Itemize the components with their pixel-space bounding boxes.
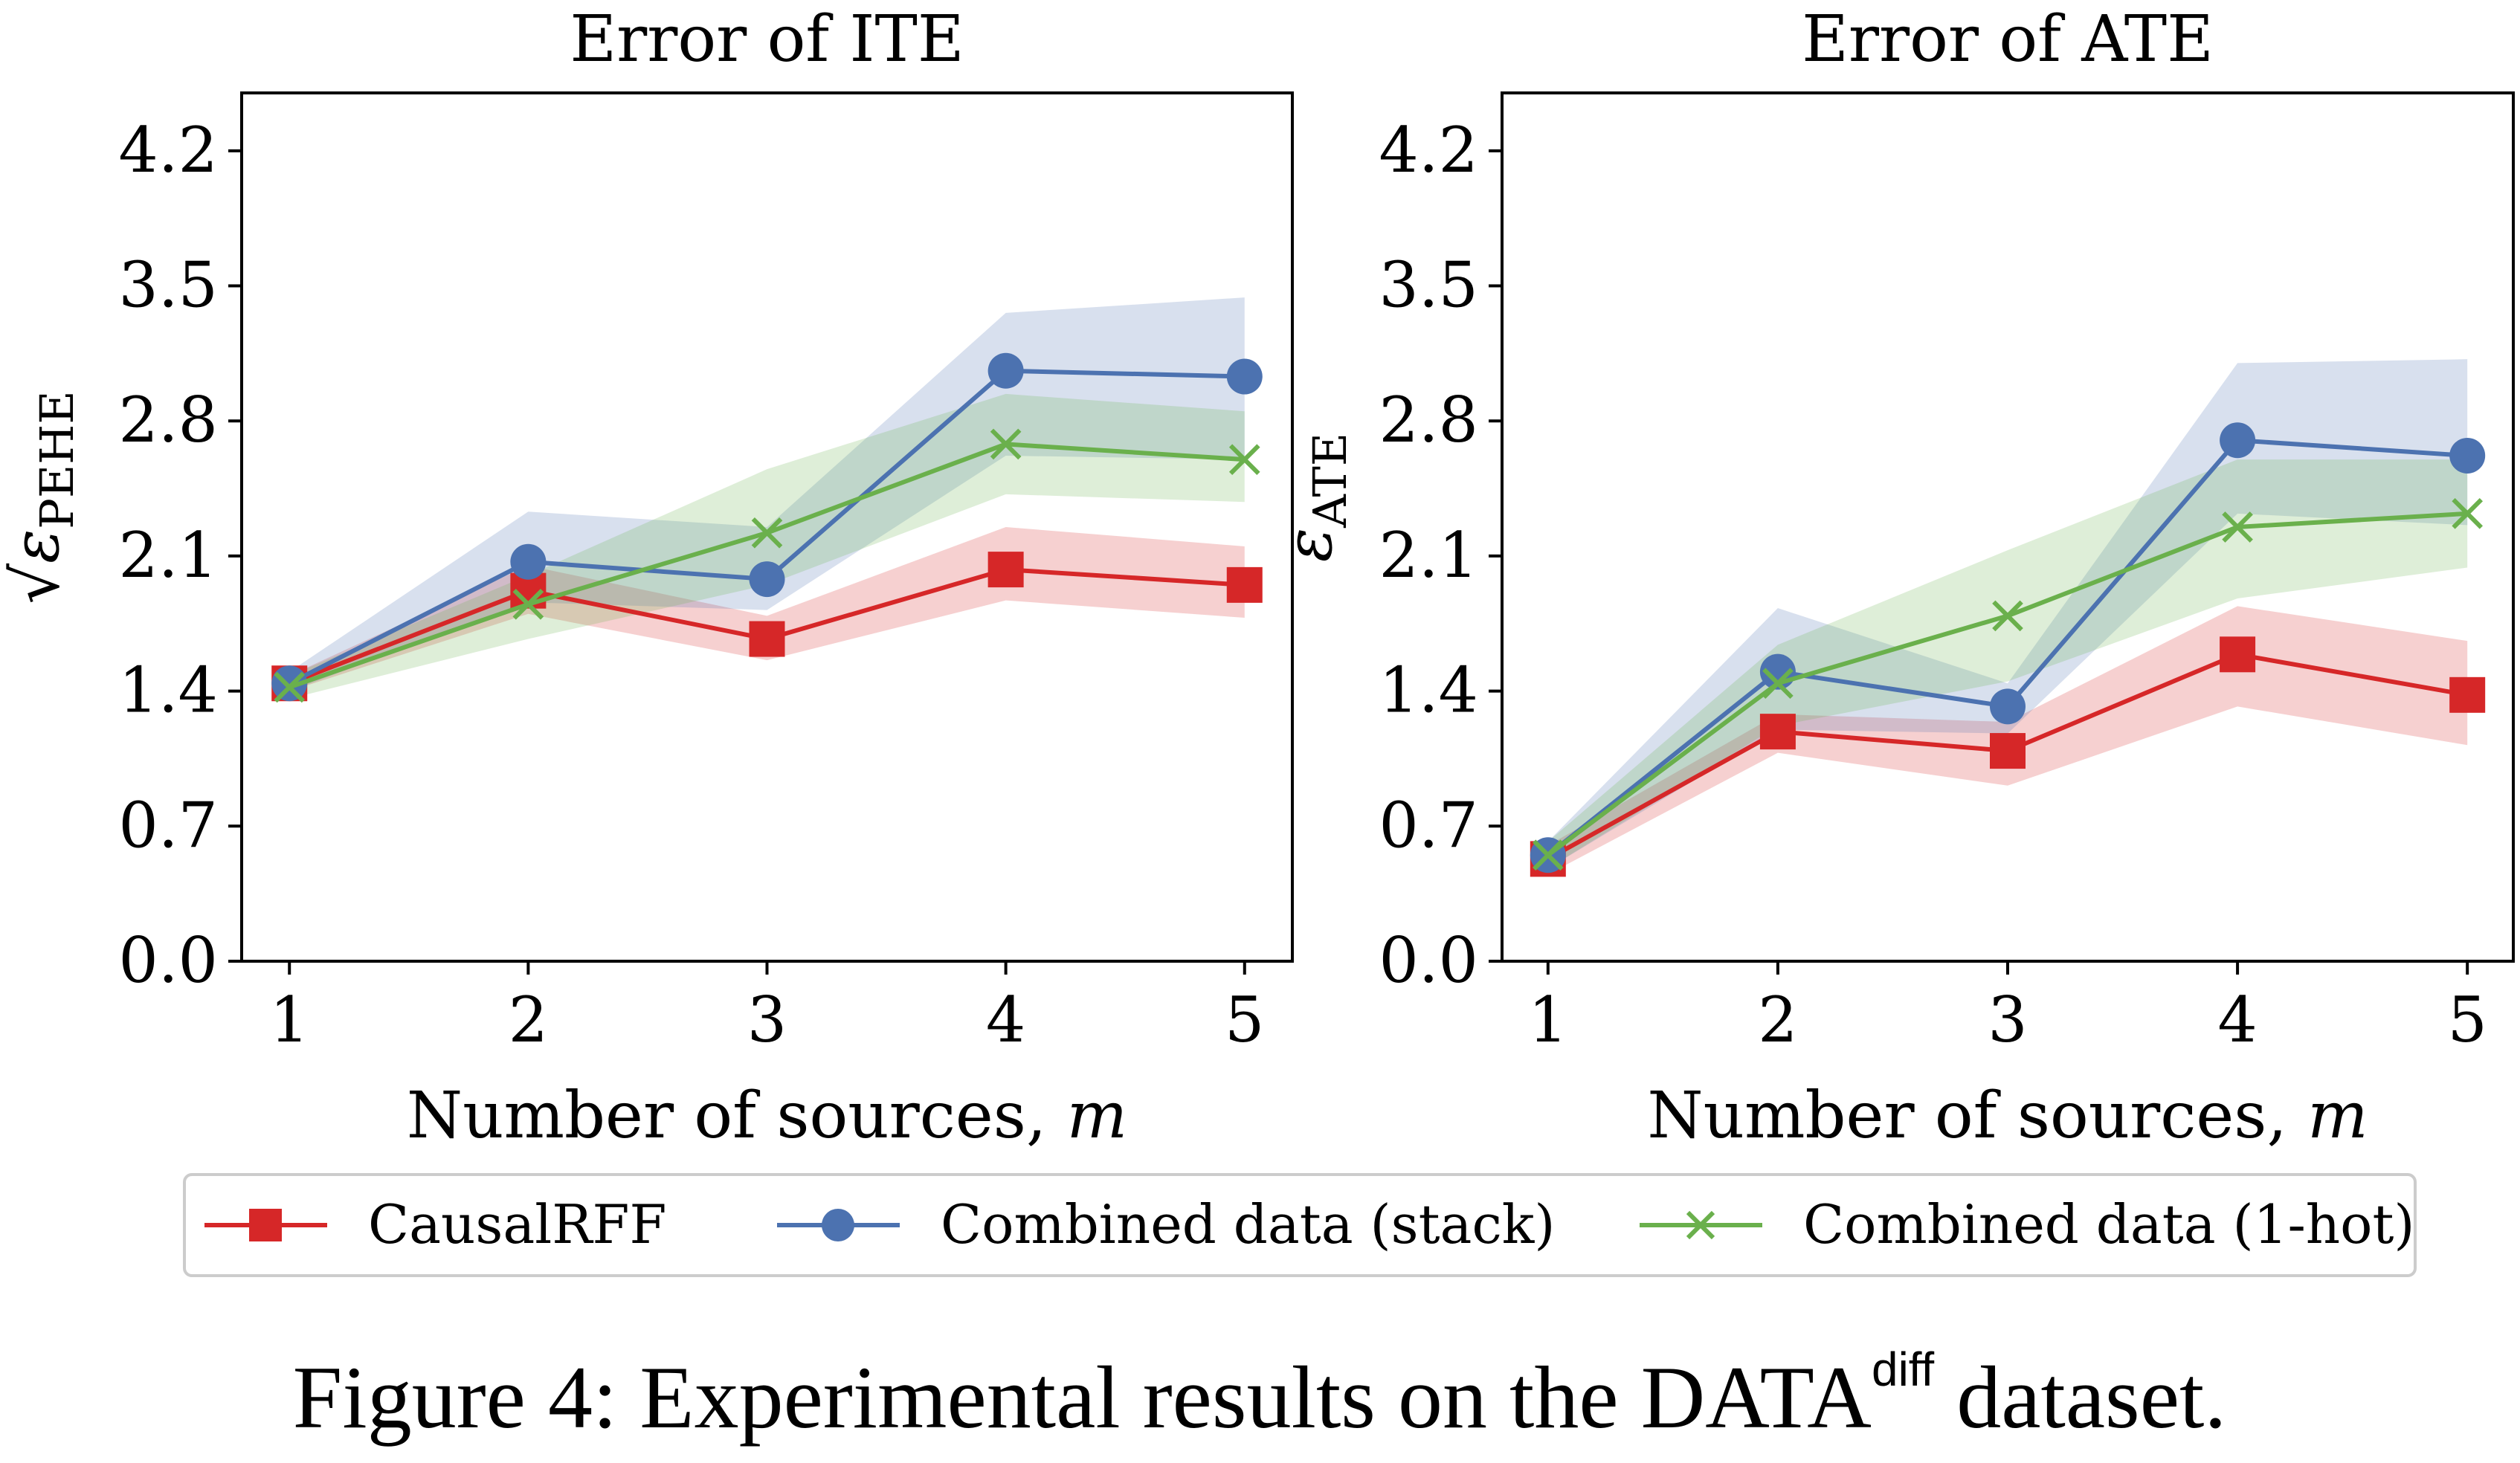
plot-2: 0.0 0.7 1.4 2.1 2.8 3.5 4.2 1 2 3 4 5 Error of ATE Nu… bbox=[1272, 2, 2515, 1153]
y-tick-label: 3.5 bbox=[1379, 249, 1478, 322]
chart-title: Error of ATE bbox=[1802, 2, 2214, 77]
legend-item-3: Combined data (1-hot) bbox=[1640, 1193, 2415, 1256]
data-point-s2-1 bbox=[271, 665, 308, 702]
data-point-s1-5 bbox=[2449, 676, 2486, 713]
data-point-s1-5 bbox=[1226, 566, 1263, 603]
legend-marker-x bbox=[1686, 1210, 1715, 1240]
y-tick-label: 2.1 bbox=[118, 519, 218, 592]
data-point-s1-4 bbox=[987, 552, 1024, 588]
data-point-s1-3 bbox=[749, 621, 785, 657]
y-tick-label: 0.7 bbox=[1379, 789, 1478, 862]
caption-superscript: diff bbox=[1872, 1343, 1934, 1396]
data-point-s2-5 bbox=[2449, 437, 2486, 474]
confidence-band-2 bbox=[1547, 359, 2468, 869]
x-tick-label: 1 bbox=[270, 984, 309, 1056]
x-tick-label: 3 bbox=[747, 984, 787, 1056]
chart-title: Error of ITE bbox=[570, 2, 964, 77]
legend-marker-circle bbox=[822, 1209, 854, 1241]
x-axis-label: Number of sources, m bbox=[407, 1079, 1127, 1153]
data-point-s1-3 bbox=[1990, 733, 2026, 769]
plots-group: 0.0 0.7 1.4 2.1 2.8 3.5 4.2 1 2 3 4 5 Error of ITE Nu… bbox=[0, 2, 2515, 1153]
y-tick-label: 0.7 bbox=[118, 789, 218, 862]
data-point-s3-5 bbox=[2452, 498, 2484, 529]
data-point-s3-4 bbox=[990, 428, 1022, 460]
data-point-s3-1 bbox=[1532, 839, 1564, 871]
y-tick-label: 1.4 bbox=[1379, 654, 1478, 727]
y-tick-label: 0.0 bbox=[1379, 924, 1478, 997]
caption-tail: dataset. bbox=[1934, 1348, 2226, 1447]
x-tick-label: 4 bbox=[2217, 984, 2257, 1056]
confidence-band-3 bbox=[1547, 459, 2468, 869]
x-tick-label: 4 bbox=[986, 984, 1025, 1056]
data-point-s2-3 bbox=[749, 561, 785, 598]
y-tick-label: 4.2 bbox=[118, 114, 218, 187]
y-tick-label: 4.2 bbox=[1379, 114, 1478, 187]
x-tick-label: 2 bbox=[1758, 984, 1797, 1056]
legend-items: CausalRFF Combined data (stack) Combined d… bbox=[204, 1193, 2415, 1256]
y-axis-label: √εPEHE bbox=[0, 390, 84, 604]
legend-item-2: Combined data (stack) bbox=[777, 1193, 1556, 1256]
x-tick-label: 3 bbox=[1988, 984, 2027, 1056]
x-axis-label: Number of sources, m bbox=[1647, 1079, 2368, 1153]
x-tick-label: 5 bbox=[1225, 984, 1264, 1056]
data-point-s3-5 bbox=[1228, 444, 1260, 475]
data-point-s1-2 bbox=[1759, 714, 1796, 750]
figure-caption: Figure 4: Experimental results on the DA… bbox=[293, 1343, 2227, 1447]
data-point-s3-3 bbox=[1992, 600, 2023, 632]
data-point-s3-2 bbox=[512, 589, 544, 620]
legend-label: Combined data (1-hot) bbox=[1803, 1193, 2415, 1256]
data-point-s2-3 bbox=[1990, 688, 2026, 725]
legend-marker-square bbox=[249, 1209, 282, 1241]
y-tick-label: 2.8 bbox=[118, 384, 218, 456]
x-tick-label: 2 bbox=[509, 984, 548, 1056]
data-point-s2-4 bbox=[987, 352, 1024, 389]
legend-label: CausalRFF bbox=[368, 1193, 666, 1256]
y-tick-label: 1.4 bbox=[118, 654, 218, 727]
data-point-s3-4 bbox=[2222, 511, 2253, 543]
data-point-s3-3 bbox=[751, 517, 783, 549]
plot-1: 0.0 0.7 1.4 2.1 2.8 3.5 4.2 1 2 3 4 5 Error of ITE Nu… bbox=[0, 2, 1294, 1153]
data-point-s2-5 bbox=[1226, 358, 1263, 395]
caption-main: Figure 4: Experimental results on the DA… bbox=[293, 1348, 1872, 1447]
legend-item-1: CausalRFF bbox=[204, 1193, 666, 1256]
data-point-s2-2 bbox=[510, 543, 547, 580]
legend-frame bbox=[183, 1173, 2417, 1277]
data-point-s2-4 bbox=[2220, 422, 2256, 459]
data-point-s3-2 bbox=[1762, 668, 1794, 700]
y-tick-label: 0.0 bbox=[118, 924, 218, 997]
legend-label: Combined data (stack) bbox=[941, 1193, 1556, 1256]
y-tick-label: 2.1 bbox=[1379, 519, 1478, 592]
data-point-s3-1 bbox=[274, 671, 306, 703]
x-tick-label: 5 bbox=[2447, 984, 2487, 1056]
data-point-s1-4 bbox=[2220, 636, 2256, 673]
legend: CausalRFF Combined data (stack) Combined d… bbox=[183, 1173, 2417, 1277]
y-axis-label: εATE bbox=[1272, 433, 1357, 562]
y-tick-label: 2.8 bbox=[1379, 384, 1478, 456]
y-tick-label: 3.5 bbox=[118, 249, 218, 322]
x-tick-label: 1 bbox=[1528, 984, 1567, 1056]
confidence-band-3 bbox=[289, 393, 1245, 700]
